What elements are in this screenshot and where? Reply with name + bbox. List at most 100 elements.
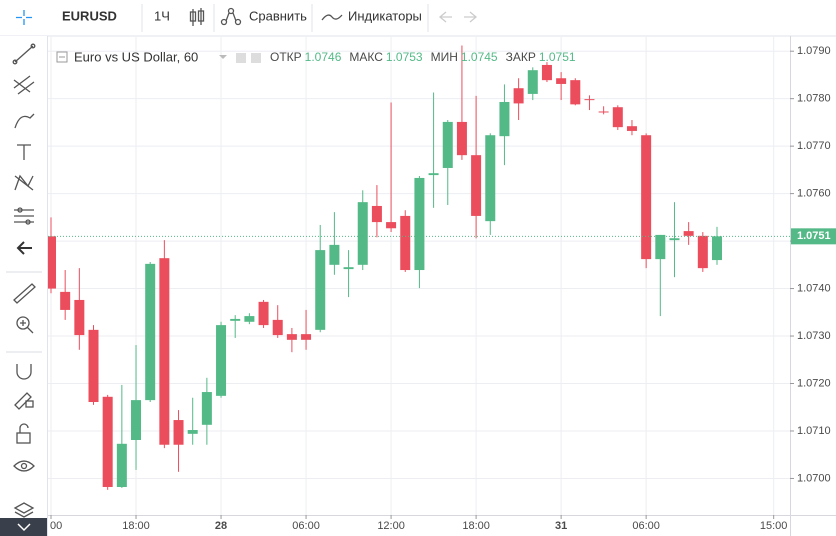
candle-body xyxy=(201,392,212,425)
x-tick-label: 31 xyxy=(555,520,567,532)
candle-body xyxy=(655,234,666,260)
candle-body xyxy=(230,318,241,321)
candle-body xyxy=(258,301,269,326)
candle-body xyxy=(414,177,425,271)
x-tick-label: 18:00 xyxy=(462,520,490,532)
interval[interactable]: 1Ч xyxy=(154,8,170,23)
chart-type-button[interactable] xyxy=(189,8,205,26)
candle-body xyxy=(711,236,722,261)
candle-body xyxy=(216,325,227,396)
candle-body xyxy=(570,80,581,105)
x-tick-label: 15:00 xyxy=(760,520,788,532)
legend-value: 1.0751 xyxy=(539,50,576,64)
candle-body xyxy=(683,231,694,236)
legend-value: 1.0745 xyxy=(461,50,498,64)
axes: 1.07001.07101.07201.07301.07401.07501.07… xyxy=(50,45,836,532)
candle-body xyxy=(371,205,382,223)
candle-body xyxy=(102,396,113,487)
candle-body xyxy=(669,238,680,241)
candle-body xyxy=(48,236,56,289)
candle-body xyxy=(442,121,453,168)
x-tick-label: 00 xyxy=(50,520,62,532)
candle-body xyxy=(272,319,283,336)
candle-body xyxy=(697,235,708,269)
candle-body xyxy=(471,155,482,216)
candle-body xyxy=(485,135,496,222)
collapse-icon xyxy=(17,523,31,532)
candle-body xyxy=(244,316,255,322)
candle-body xyxy=(173,420,184,445)
candle-body xyxy=(584,99,595,101)
candle-body xyxy=(499,101,510,137)
compare-icon[interactable] xyxy=(220,7,242,26)
collapse-button[interactable] xyxy=(0,518,47,536)
y-tick-label: 1.0770 xyxy=(797,140,831,152)
candle-body xyxy=(329,244,340,265)
last-price-box xyxy=(791,228,836,245)
indicators-button[interactable]: Индикаторы xyxy=(348,8,422,23)
tool-icons[interactable] xyxy=(6,10,42,518)
candle-body xyxy=(286,334,297,340)
x-tick-label: 28 xyxy=(215,520,227,532)
candle-body xyxy=(145,263,156,401)
candle-body xyxy=(556,78,567,84)
redo[interactable] xyxy=(464,11,478,23)
undo[interactable] xyxy=(438,11,452,23)
title-menu[interactable] xyxy=(219,55,227,59)
legend-label: ЗАКР xyxy=(506,50,536,64)
left-toolbar xyxy=(0,36,47,536)
ohlc-legend: ОТКР 1.0746 МАКС 1.0753 МИН 1.0745 ЗАКР 1.0751 xyxy=(270,50,576,64)
last-price-label: 1.0751 xyxy=(797,230,831,242)
candle-body xyxy=(527,70,538,94)
candle-body xyxy=(88,329,99,403)
candle-body xyxy=(60,291,71,310)
candle-body xyxy=(187,430,198,434)
y-tick-label: 1.0790 xyxy=(797,45,831,57)
candle-body xyxy=(541,64,552,81)
compare-button[interactable]: Сравнить xyxy=(249,8,307,23)
x-tick-label: 06:00 xyxy=(292,520,320,532)
candle-body xyxy=(131,400,142,440)
candle-body xyxy=(400,215,411,271)
candle-body xyxy=(74,299,85,336)
candle-body xyxy=(116,443,127,487)
candle-body xyxy=(456,121,467,156)
legend-icon[interactable] xyxy=(251,53,261,63)
x-tick-label: 12:00 xyxy=(377,520,405,532)
candles xyxy=(48,45,790,490)
y-tick-label: 1.0720 xyxy=(797,377,831,389)
y-tick-label: 1.0700 xyxy=(797,472,831,484)
grid xyxy=(48,37,790,515)
legend-icon[interactable] xyxy=(236,53,246,63)
candle-body xyxy=(598,111,609,113)
candle-body xyxy=(343,267,354,270)
candle-body xyxy=(315,250,326,330)
series-title: Euro vs US Dollar, 60 xyxy=(74,49,198,64)
legend-label: ОТКР xyxy=(270,50,302,64)
legend-label: МАКС xyxy=(349,50,383,64)
indicators-icon[interactable] xyxy=(321,14,343,21)
candle-body xyxy=(301,334,312,340)
collapse-legend[interactable] xyxy=(56,51,68,63)
candle-body xyxy=(626,126,637,131)
y-tick-label: 1.0760 xyxy=(797,188,831,200)
candle-body xyxy=(428,173,439,176)
symbol[interactable]: EURUSD xyxy=(62,8,117,23)
candle-body xyxy=(612,107,623,128)
candle-body xyxy=(641,135,652,260)
x-tick-label: 18:00 xyxy=(122,520,150,532)
candle-body xyxy=(357,202,368,265)
candle-body xyxy=(159,258,170,445)
top-bar xyxy=(0,0,836,36)
y-tick-label: 1.0730 xyxy=(797,330,831,342)
legend-value: 1.0746 xyxy=(305,50,342,64)
x-tick-label: 06:00 xyxy=(632,520,660,532)
y-tick-label: 1.0710 xyxy=(797,425,831,437)
y-tick-label: 1.0780 xyxy=(797,93,831,105)
y-tick-label: 1.0740 xyxy=(797,282,831,294)
candle-body xyxy=(386,222,397,229)
legend-label: МИН xyxy=(431,50,458,64)
candle-body xyxy=(513,88,524,104)
legend-value: 1.0753 xyxy=(386,50,423,64)
